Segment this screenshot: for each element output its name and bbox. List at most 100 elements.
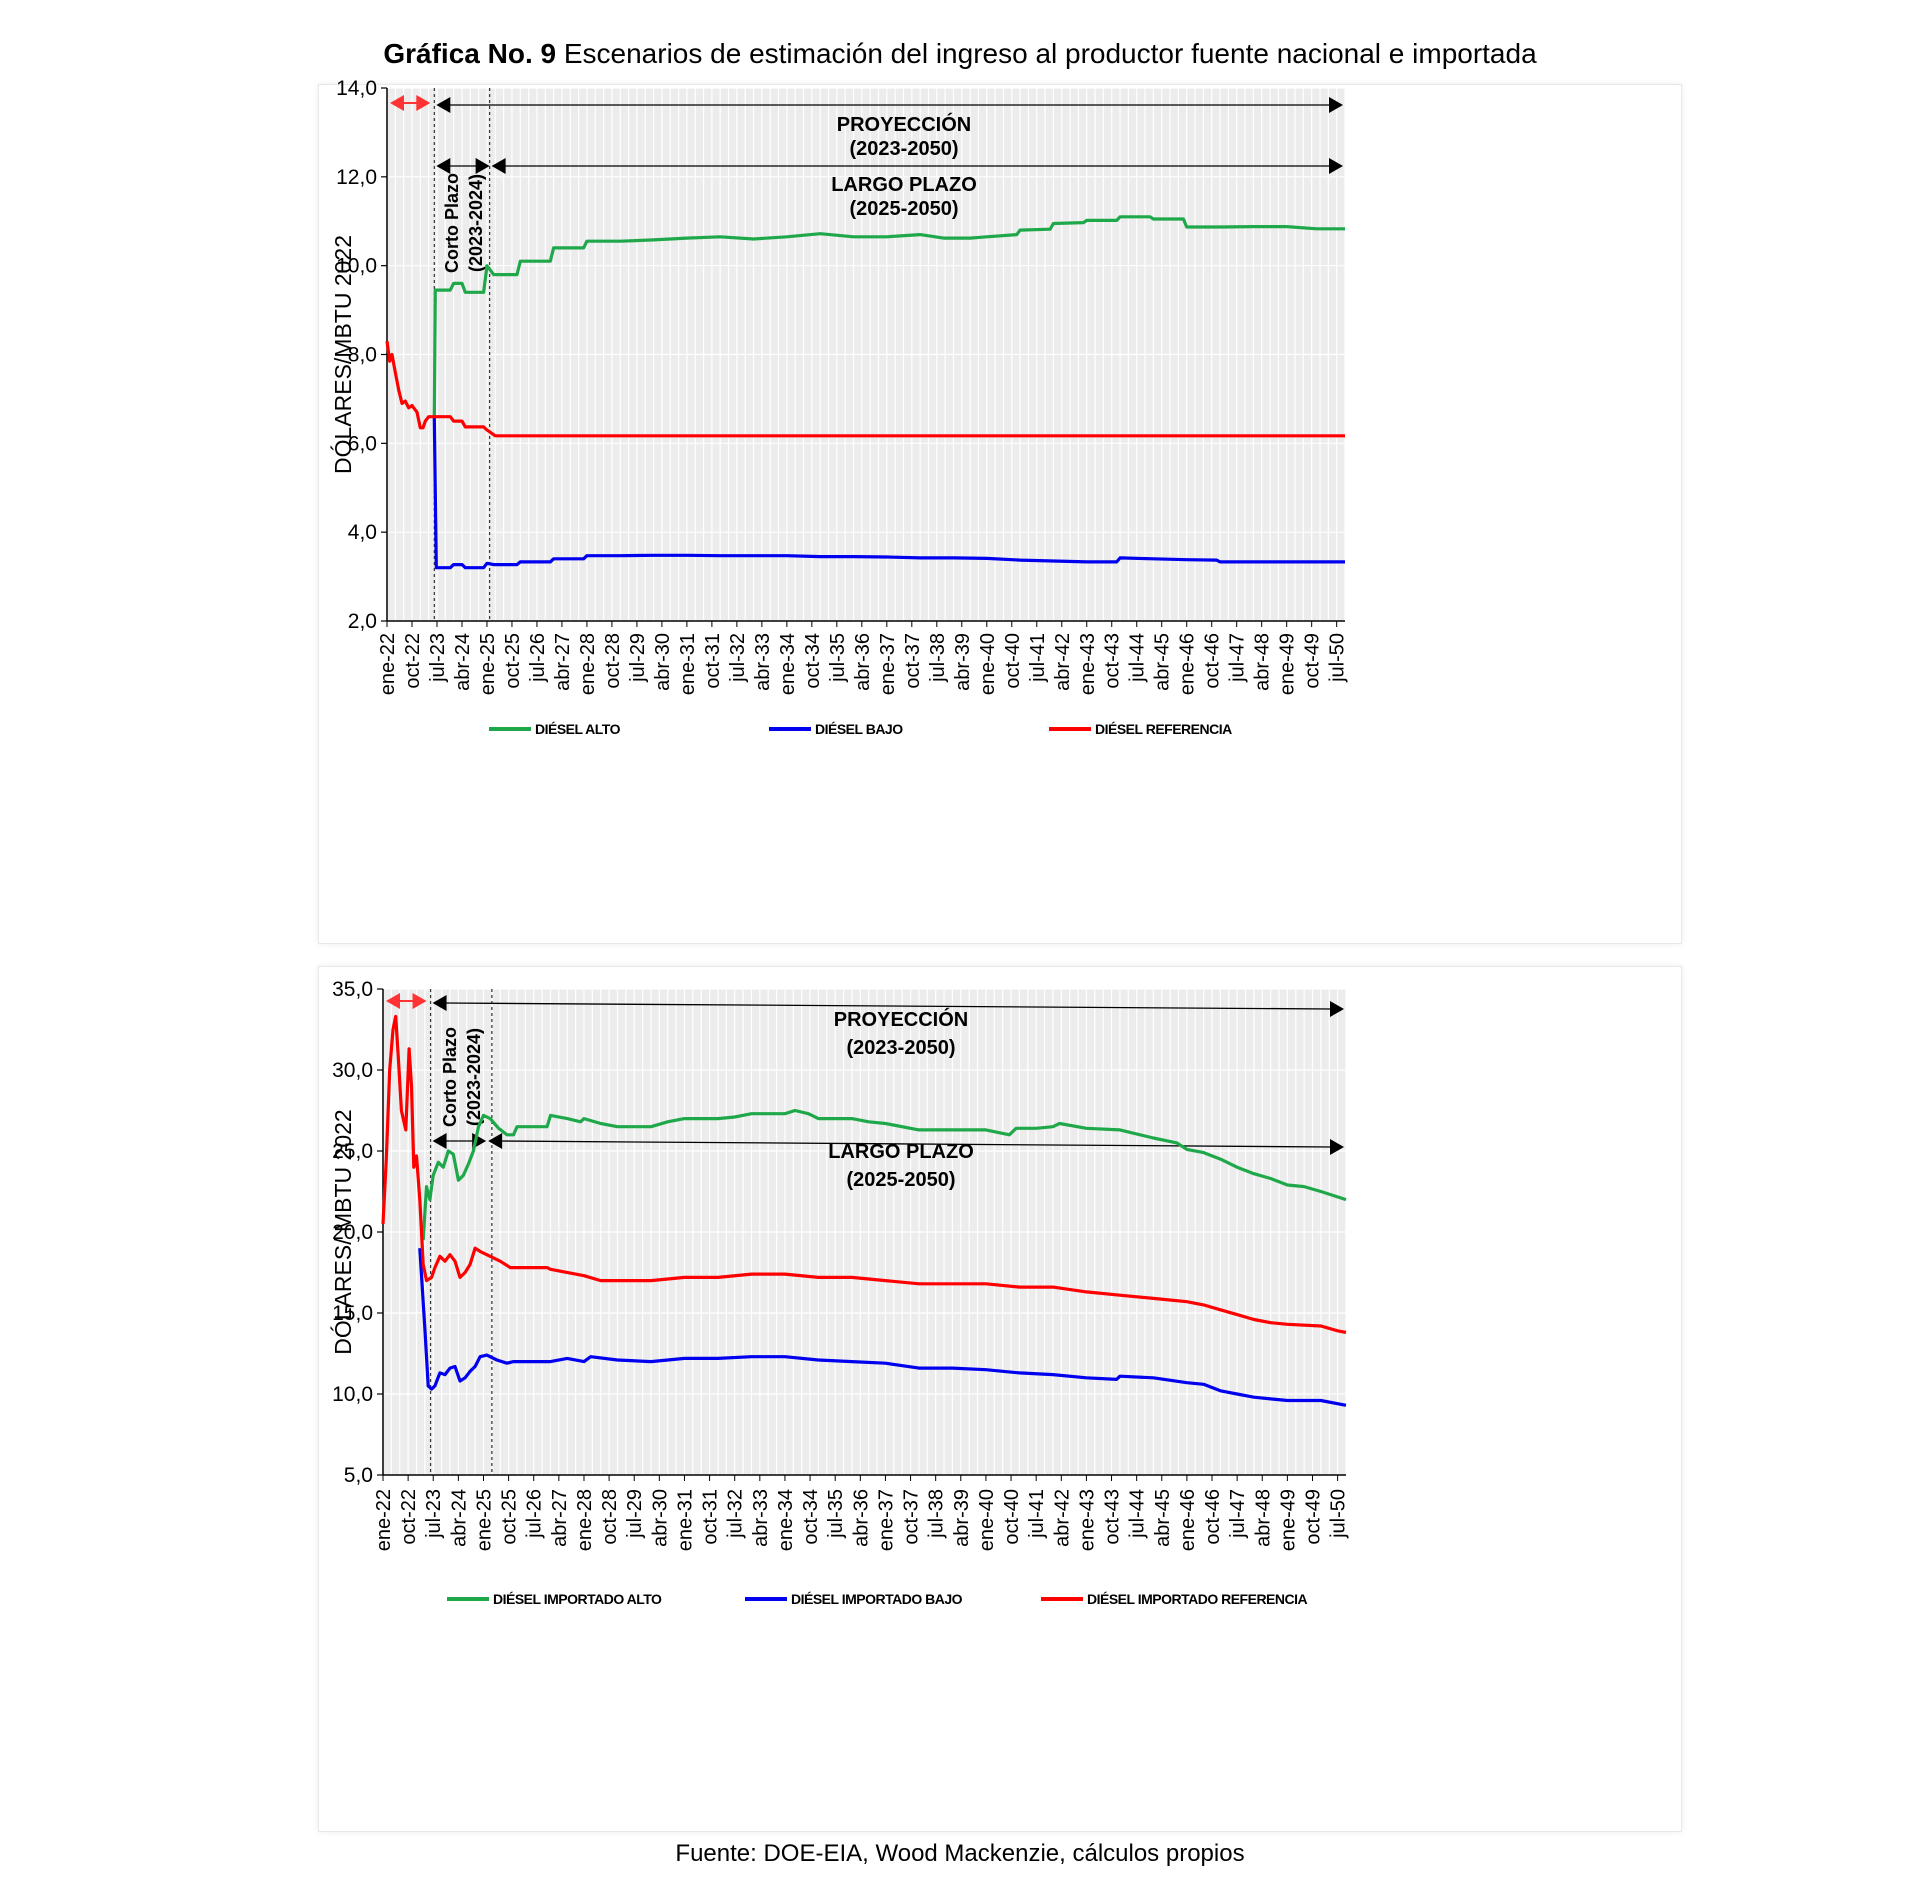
chart1-long-term-arrow-head-left (491, 158, 506, 174)
chart1-x-tick-label: ene-34 (777, 633, 799, 695)
chart2-x-tick-label: abr-30 (649, 1489, 671, 1547)
chart2-x-tick-label: ene-25 (473, 1489, 495, 1551)
chart2-x-tick-label: jul-26 (524, 1489, 546, 1539)
chart1-x-tick-label: ene-46 (1177, 633, 1199, 695)
chart1-x-tick-label: jul-32 (727, 633, 749, 683)
figure-title-bold: Gráfica No. 9 (383, 38, 557, 69)
chart2-long-term-arrow-head-left (488, 1133, 503, 1149)
chart1-short-term-label: Corto Plazo (442, 173, 462, 273)
chart2-x-tick-label: jul-44 (1127, 1489, 1149, 1539)
chart1-long-term-label: LARGO PLAZO (831, 174, 977, 196)
chart2-projection-label: PROYECCIÓN (834, 1007, 968, 1031)
chart2-long-term-arrow-head-right (1330, 1139, 1344, 1155)
chart1-y-axis-label: DÓLARES/MBTU 2022 (330, 235, 356, 474)
chart2-legend: DIÉSEL IMPORTADO ALTO DIÉSEL IMPORTADO BA… (447, 1591, 1308, 1607)
chart1-x-tick-label: abr-30 (652, 633, 674, 691)
chart2-x-tick-label: ene-43 (1076, 1489, 1098, 1551)
chart1-legend-label: DIÉSEL REFERENCIA (1095, 721, 1232, 737)
chart1-x-tick-label: oct-34 (802, 633, 824, 689)
chart1-projection-label: (2023-2050) (850, 138, 959, 160)
chart1-legend-label: DIÉSEL ALTO (535, 721, 621, 737)
chart1-x-tick-label: ene-37 (877, 633, 899, 695)
chart1-projection-arrow-head-right (1329, 97, 1343, 113)
chart2-x-ticks: ene-22 oct-22 jul-23 abr-24 ene-25 oct-25 jul-… (373, 1475, 1350, 1551)
chart1-long-term-label: (2025-2050) (850, 198, 959, 220)
chart2-y-tick-label: 30,0 (332, 1059, 373, 1082)
chart1-x-ticks: ene-22 oct-22 jul-23 abr-24 ene-25 oct-25 jul-… (377, 621, 1349, 695)
chart2-y-tick-label: 5,0 (344, 1464, 373, 1487)
chart2-history-arrow-head-right (412, 993, 427, 1009)
chart1-x-tick-label: oct-43 (1102, 633, 1124, 689)
chart1-x-tick-label: oct-25 (502, 633, 524, 689)
chart1-grid (386, 87, 1346, 622)
chart1-legend: DIÉSEL ALTO DIÉSEL BAJO DIÉSEL REFERENCIA (489, 721, 1233, 737)
chart1-x-tick-label: ene-22 (377, 633, 399, 695)
chart2-y-tick-label: 25,0 (332, 1140, 373, 1163)
chart2-x-tick-label: abr-33 (750, 1489, 772, 1547)
chart2-x-tick-label: ene-34 (775, 1489, 797, 1551)
chart2-x-tick-label: jul-29 (624, 1489, 646, 1539)
chart2-x-tick-label: abr-24 (448, 1489, 470, 1547)
chart1-short-term-arrow-head-left (436, 158, 451, 174)
chart2-x-tick-label: ene-31 (674, 1489, 696, 1551)
chart1-x-tick-label: jul-29 (627, 633, 649, 683)
chart2-x-tick-label: oct-40 (1001, 1489, 1023, 1545)
chart1-x-tick-label: ene-40 (977, 633, 999, 695)
chart1-x-tick-label: abr-39 (952, 633, 974, 691)
chart1-x-tick-label: ene-43 (1077, 633, 1099, 695)
chart1-short-term-label: (2023-2024) (466, 174, 486, 272)
chart2-projection-label: (2023-2050) (847, 1037, 956, 1059)
chart1-y-tick-label: 2,0 (348, 610, 377, 633)
chart1-x-tick-label: abr-48 (1252, 633, 1274, 691)
chart2-x-tick-label: jul-35 (825, 1489, 847, 1539)
chart1-x-tick-label: oct-37 (902, 633, 924, 689)
chart1-x-tick-label: jul-38 (927, 633, 949, 683)
chart-panel-national: 14,0 12,0 10,0 8,0 6,0 4,0 2,0 ene-22 oct-22 jul-… (318, 77, 1682, 944)
chart1-long-term-arrow-head-right (1329, 158, 1343, 174)
chart2-series-line-3 (381, 1014, 1347, 1334)
chart2-x-tick-label: oct-25 (499, 1489, 521, 1545)
chart1-y-tick-label: 14,0 (336, 77, 377, 100)
chart2-x-tick-label: oct-49 (1303, 1489, 1325, 1545)
chart1-projection-label: PROYECCIÓN (837, 112, 971, 136)
chart2-projection-arrow-head-left (432, 995, 447, 1011)
chart2-x-tick-label: ene-37 (875, 1489, 897, 1551)
chart1-x-tick-label: jul-47 (1227, 633, 1249, 683)
chart2-series (381, 1014, 1347, 1407)
chart2-x-tick-label: oct-31 (700, 1489, 722, 1545)
chart2-x-tick-label: jul-50 (1328, 1489, 1350, 1539)
chart1-x-tick-label: oct-22 (402, 633, 424, 689)
chart1-x-tick-label: oct-46 (1202, 633, 1224, 689)
chart1-x-tick-label: abr-33 (752, 633, 774, 691)
chart2-long-term-arrow (500, 1140, 1333, 1148)
chart2-x-tick-label: ene-49 (1277, 1489, 1299, 1551)
chart1-y-ticks: 14,0 12,0 10,0 8,0 6,0 4,0 2,0 (336, 77, 387, 633)
chart2-x-tick-label: abr-36 (850, 1489, 872, 1547)
chart2-x-tick-label: oct-46 (1202, 1489, 1224, 1545)
chart1-y-tick-label: 4,0 (348, 521, 377, 544)
chart1-x-tick-label: jul-23 (427, 633, 449, 683)
chart1-y-tick-label: 8,0 (348, 344, 377, 367)
chart2-x-tick-label: jul-32 (725, 1489, 747, 1539)
chart2-x-tick-label: ene-46 (1177, 1489, 1199, 1551)
chart1-history-arrow-head-right (416, 95, 431, 111)
chart1-history-arrow-head-left (390, 95, 404, 111)
chart1-x-tick-label: abr-45 (1152, 633, 1174, 691)
chart1-x-tick-label: jul-35 (827, 633, 849, 683)
chart-panel-imported: 35,0 30,0 25,0 20,0 15,0 10,0 5,0 ene-22 oct-22 j… (318, 966, 1682, 1832)
chart1-x-tick-label: jul-50 (1327, 633, 1349, 683)
chart2-series-line-1 (421, 1108, 1347, 1241)
chart2-long-term-label: LARGO PLAZO (828, 1141, 974, 1163)
chart1-x-tick-label: ene-31 (677, 633, 699, 695)
chart1-series-line-2 (432, 416, 1345, 570)
chart2-y-tick-label: 10,0 (332, 1383, 373, 1406)
chart1-x-tick-label: oct-49 (1302, 633, 1324, 689)
chart1-series (385, 215, 1345, 570)
chart2-annotations: PROYECCIÓN (2023-2050) LARGO PLAZO (2025-20… (386, 989, 1344, 1475)
figure-title: Gráfica No. 9 Escenarios de estimación d… (0, 38, 1920, 70)
chart1-x-tick-label: jul-41 (1027, 633, 1049, 683)
chart2-x-tick-label: jul-47 (1227, 1489, 1249, 1539)
chart1-x-tick-label: ene-28 (577, 633, 599, 695)
chart2-x-tick-label: abr-48 (1252, 1489, 1274, 1547)
